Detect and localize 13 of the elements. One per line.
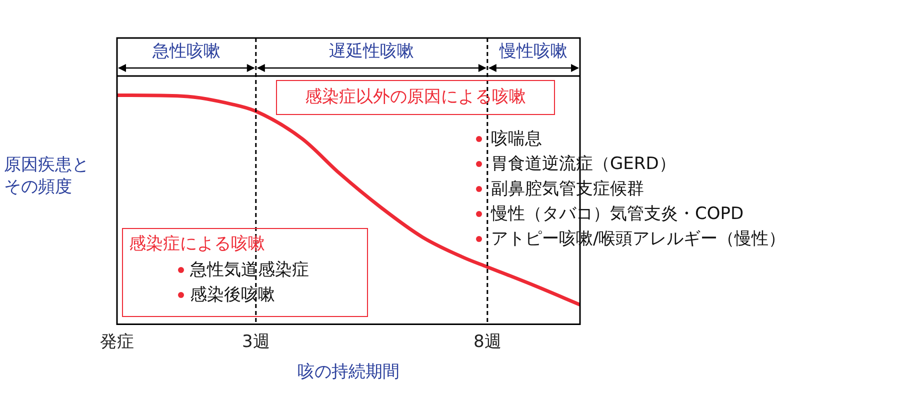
x-axis-title: 咳の持続期間 (298, 362, 400, 382)
annotation: 急性気道感染症 (190, 259, 309, 281)
annotation: 咳喘息 (491, 128, 542, 150)
x-tick-label: 8週 (473, 332, 502, 352)
text: 遅延性咳嗽 (329, 41, 414, 62)
y-axis-title: 原因疾患とその頻度 (4, 154, 90, 198)
x-tick-label: 3週 (242, 332, 270, 352)
x-tick-label: 発症 (100, 332, 134, 352)
text: 慢性咳嗽 (498, 41, 568, 62)
annotation: 感染症による咳嗽 (129, 233, 265, 255)
annotation: 感染後咳嗽 (190, 284, 275, 306)
text: 急性咳嗽 (151, 41, 220, 62)
annotation: 感染症以外の原因による咳嗽 (276, 80, 555, 115)
